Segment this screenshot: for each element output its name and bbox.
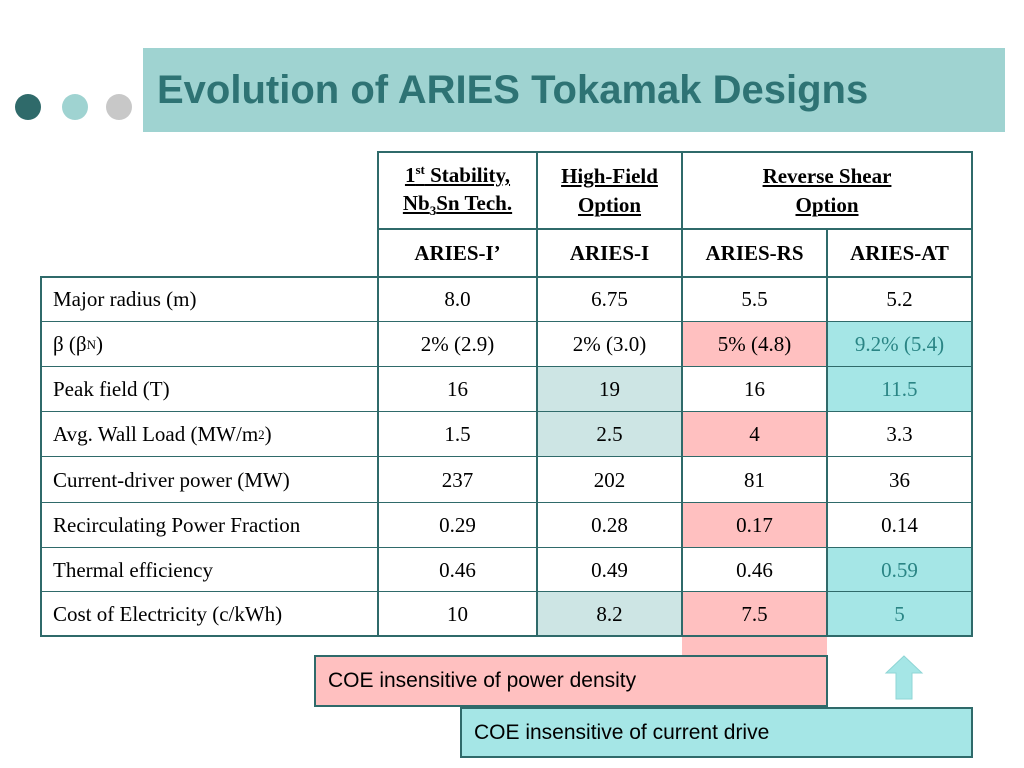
highlight-i-coe <box>537 592 682 636</box>
grid-line <box>40 411 973 412</box>
group-header-reverse-shear: Reverse Shear Option <box>762 164 892 217</box>
table-cell: 5% (4.8) <box>717 332 792 357</box>
grid-line <box>971 151 973 637</box>
table-cell: 4 <box>749 422 760 447</box>
table-cell: 16 <box>447 377 468 402</box>
highlight-rs-beta <box>682 322 827 367</box>
table-cell: 10 <box>447 601 468 626</box>
callout-connector <box>682 636 827 656</box>
highlight-at-peak <box>827 367 972 412</box>
table-cell: 8.2 <box>596 601 623 626</box>
highlight-at-thermal <box>827 548 972 592</box>
table-cell: 6.75 <box>591 287 628 312</box>
grid-line <box>40 502 973 503</box>
grid-line <box>40 321 973 322</box>
design-aries-i-prime: ARIES-I’ <box>414 240 501 265</box>
grid-line <box>681 151 683 637</box>
title-bar: Evolution of ARIES Tokamak Designs <box>143 48 1005 132</box>
grid-line <box>536 151 538 637</box>
row-label-recirculating: Recirculating Power Fraction <box>53 513 301 538</box>
callout-power-density: COE insensitive of power density <box>314 655 828 707</box>
up-arrow-icon <box>884 655 924 700</box>
grid-line <box>40 276 973 278</box>
table-cell: 0.49 <box>591 557 628 582</box>
page-title: Evolution of ARIES Tokamak Designs <box>157 68 869 112</box>
row-label-major-radius: Major radius (m) <box>53 287 197 312</box>
grid-line <box>40 591 973 592</box>
table-cell: 11.5 <box>881 377 918 402</box>
callout-current-drive: COE insensitive of current drive <box>460 707 973 758</box>
highlight-rs-wall <box>682 412 827 457</box>
grid-line <box>40 635 973 637</box>
table-cell: 202 <box>593 467 626 492</box>
grid-line <box>377 151 973 153</box>
table-cell: 16 <box>744 377 765 402</box>
group-header-high-field: High-Field Option <box>561 164 658 217</box>
table-cell: 9.2% (5.4) <box>854 332 945 357</box>
group-header-first-stability: 1st Stability, Nb3Sn Tech. <box>402 161 513 219</box>
design-aries-i: ARIES-I <box>569 240 650 265</box>
highlight-at-coe <box>827 592 972 636</box>
grid-line <box>377 228 973 230</box>
table-cell: 0.28 <box>591 513 628 538</box>
dot-dark <box>15 94 41 120</box>
highlight-rs-recirc <box>682 503 827 548</box>
table-cell: 2% (2.9) <box>420 332 495 357</box>
highlight-rs-coe <box>682 592 827 636</box>
table-cell: 2.5 <box>596 422 623 447</box>
highlight-i-wall <box>537 412 682 457</box>
highlight-at-beta <box>827 322 972 367</box>
row-label-wall-load: Avg. Wall Load (MW/m 2) <box>53 422 272 447</box>
table-cell: 0.29 <box>439 513 476 538</box>
table-cell: 5 <box>894 601 905 626</box>
highlight-i-peak <box>537 367 682 412</box>
row-label-thermal: Thermal efficiency <box>53 557 213 582</box>
table-cell: 0.14 <box>881 513 918 538</box>
table-cell: 81 <box>744 467 765 492</box>
row-label-beta: β (β N) <box>53 332 104 357</box>
table-cell: 237 <box>441 467 474 492</box>
table-cell: 1.5 <box>444 422 471 447</box>
row-label-coe: Cost of Electricity (c/kWh) <box>53 601 283 626</box>
table-cell: 0.17 <box>736 513 773 538</box>
row-label-current-driver: Current-driver power (MW) <box>53 467 290 492</box>
grid-line <box>40 547 973 548</box>
table-cell: 36 <box>889 467 910 492</box>
design-aries-rs: ARIES-RS <box>705 240 804 265</box>
row-label-peak-field: Peak field (T) <box>53 377 170 402</box>
grid-line <box>40 276 42 637</box>
table-cell: 0.59 <box>881 557 918 582</box>
table-cell: 5.2 <box>886 287 913 312</box>
grid-line <box>40 366 973 367</box>
table-cell: 8.0 <box>444 287 471 312</box>
grid-line <box>377 151 379 637</box>
dot-gray <box>106 94 132 120</box>
table-cell: 19 <box>599 377 620 402</box>
table-cell: 7.5 <box>741 601 768 626</box>
table-cell: 0.46 <box>736 557 773 582</box>
design-aries-at: ARIES-AT <box>850 240 949 265</box>
grid-line <box>40 456 973 457</box>
dot-light <box>62 94 88 120</box>
table-cell: 0.46 <box>439 557 476 582</box>
table-cell: 3.3 <box>886 422 913 447</box>
grid-line <box>826 229 828 637</box>
table-cell: 5.5 <box>741 287 768 312</box>
table-cell: 2% (3.0) <box>572 332 647 357</box>
